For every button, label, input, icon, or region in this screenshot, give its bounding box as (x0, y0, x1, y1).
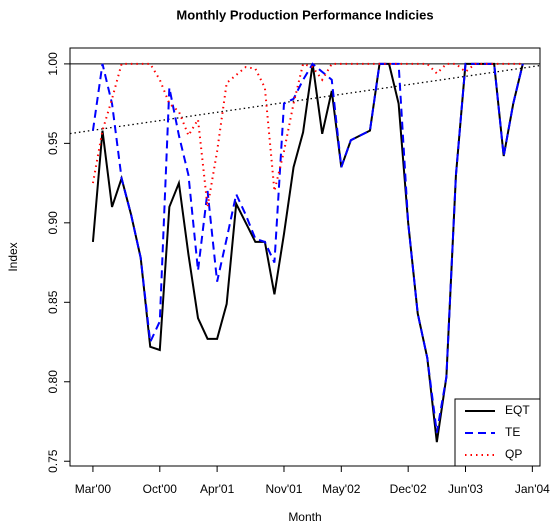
y-tick-label: 1.00 (46, 52, 60, 76)
series-line (91, 62, 524, 433)
x-axis-label: Month (288, 510, 321, 524)
chart-title: Monthly Production Performance Indicies (176, 7, 433, 22)
x-tick-label: Apr'01 (200, 482, 235, 496)
series-line (91, 62, 524, 443)
y-tick-label: 0.80 (46, 370, 60, 394)
plot-frame (69, 47, 541, 467)
series-line (91, 62, 523, 208)
y-tick-label: 0.90 (46, 211, 60, 235)
x-tick-label: Oct'00 (143, 482, 178, 496)
legend-label: TE (505, 425, 520, 439)
y-tick-label: 0.95 (46, 131, 60, 155)
y-tick-label: 0.75 (46, 449, 60, 473)
x-tick-label: Jan'04 (515, 482, 550, 496)
legend-label: QP (505, 447, 522, 461)
x-tick-label: Nov'01 (265, 482, 302, 496)
x-tick-label: May'02 (322, 482, 361, 496)
legend-label: EQT (505, 403, 530, 417)
x-tick-label: Dec'02 (390, 482, 427, 496)
x-tick-label: Mar'00 (75, 482, 112, 496)
y-tick-label: 0.85 (46, 290, 60, 314)
x-tick-label: Jun'03 (448, 482, 483, 496)
y-axis-label: Index (6, 242, 20, 271)
